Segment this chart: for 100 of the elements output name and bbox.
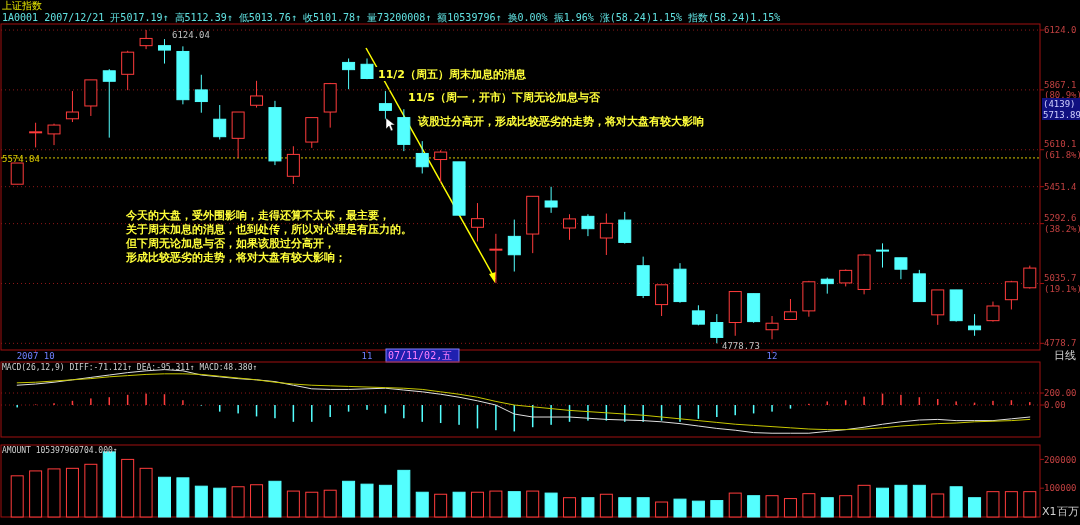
- y-tick-label: 5610.1 (61.8%): [1044, 139, 1080, 161]
- bar: [765, 495, 779, 518]
- candlestick: [342, 57, 356, 90]
- bar: [65, 467, 79, 518]
- candlestick: [29, 122, 43, 148]
- bar: [876, 487, 890, 518]
- bar: [599, 493, 613, 518]
- bar: [986, 491, 1000, 518]
- candlestick: [378, 90, 392, 120]
- candlestick: [434, 149, 448, 184]
- bar: [710, 500, 724, 518]
- candlestick: [121, 50, 135, 91]
- bar: [1023, 491, 1037, 518]
- bar: [305, 491, 319, 518]
- bar: [968, 497, 982, 518]
- text: (4139): [1043, 99, 1076, 109]
- candlestick: [194, 74, 208, 114]
- candlestick: [986, 301, 1000, 323]
- bar: [949, 486, 963, 518]
- candlestick: [250, 80, 264, 109]
- x-tick-label: 2007 10: [16, 351, 55, 361]
- candlestick: [286, 145, 300, 185]
- bar: [728, 492, 742, 518]
- y-tick-label: 5451.4: [1044, 181, 1077, 192]
- y-tick-label: 200.00: [1044, 388, 1077, 399]
- bar: [691, 500, 705, 518]
- candlestick: [599, 213, 613, 256]
- bar: [912, 484, 926, 518]
- chart-subtitle: 1A0001 2007/12/21 开5017.19↑ 高5112.39↑ 低5013.76↑ 收5101.78↑ 量73200008↑ 额10539796↑ 换0.00% 振1.96% 涨(58.24)1.15% 指数(58.24)1.15%: [2, 12, 781, 23]
- bar: [157, 476, 171, 518]
- bar: [894, 484, 908, 518]
- y-tick-label: 100000: [1044, 483, 1077, 494]
- candlestick: [544, 186, 558, 214]
- candlestick: [470, 202, 484, 242]
- bar: [323, 489, 337, 518]
- bar: [84, 463, 98, 518]
- candlestick: [618, 211, 632, 245]
- annotation: 但下周无论加息与否，如果该股过分高开，: [125, 237, 335, 250]
- bar: [10, 475, 24, 518]
- bar: [360, 483, 374, 518]
- bar: [286, 490, 300, 518]
- bar: [397, 469, 411, 518]
- chart-title: 上证指数: [2, 0, 42, 11]
- bar: [544, 492, 558, 518]
- bar: [378, 484, 392, 518]
- bar: [783, 498, 797, 518]
- bar: [342, 480, 356, 518]
- bar: [673, 498, 687, 518]
- candlestick: [710, 313, 724, 344]
- annotation: 关于周末加息的消息，也到处传，所以对心理是有压力的。: [125, 223, 412, 236]
- candlestick: [765, 315, 779, 340]
- candlestick: [563, 213, 577, 241]
- candlestick: [139, 29, 153, 50]
- text: 5713.89: [1043, 110, 1080, 120]
- y-tick-label: 5867.1 (80.9%): [1044, 79, 1080, 101]
- bar: [655, 501, 669, 518]
- bar: [452, 491, 466, 518]
- bar: [47, 468, 61, 518]
- candlestick: [783, 298, 797, 320]
- chart-title: MACD(26,12,9) DIFF:-71.121↑ DEA:-95.311↑ MACD:48.380↑: [2, 363, 258, 372]
- candlestick: [581, 213, 595, 237]
- bar: [250, 484, 264, 518]
- bar: [415, 491, 429, 518]
- annotation: 4778.73: [722, 341, 760, 351]
- bar: [268, 480, 282, 518]
- annotation: 07/11/02,五: [388, 350, 453, 361]
- bar: [176, 477, 190, 518]
- candlestick: [415, 140, 429, 174]
- bar: [1004, 491, 1018, 518]
- bar: [434, 493, 448, 518]
- bar: [931, 493, 945, 518]
- candlestick: [10, 162, 24, 185]
- bar: [563, 497, 577, 518]
- candlestick: [968, 313, 982, 337]
- bar: [489, 490, 503, 518]
- bar: [820, 497, 834, 518]
- bar: [213, 487, 227, 518]
- candlestick: [507, 219, 521, 273]
- bar: [581, 497, 595, 518]
- annotation: 形成比较恶劣的走势，将对大盘有较大影响；: [125, 251, 346, 264]
- ref-line-label: 5574.84: [2, 153, 40, 164]
- bar: [526, 490, 540, 518]
- bar: [121, 458, 135, 518]
- candlestick: [157, 38, 171, 65]
- y-tick-label: 5292.6 (38.2%): [1044, 213, 1080, 235]
- bar: [507, 491, 521, 518]
- bar: [839, 495, 853, 518]
- bar: [102, 451, 116, 518]
- candlestick: [1023, 265, 1037, 290]
- y-tick-label: 0.00: [1044, 400, 1066, 411]
- y-tick-label: 200000: [1044, 454, 1077, 465]
- candlestick: [213, 104, 227, 140]
- chart-title: AMOUNT 105397960704.000↑: [2, 446, 118, 455]
- candlestick: [876, 242, 890, 269]
- bar: [29, 470, 43, 518]
- bar: [802, 493, 816, 518]
- x-tick-label: 12: [766, 351, 778, 361]
- candlestick: [1004, 280, 1018, 310]
- text: 日线: [1054, 349, 1076, 362]
- bar: [194, 485, 208, 518]
